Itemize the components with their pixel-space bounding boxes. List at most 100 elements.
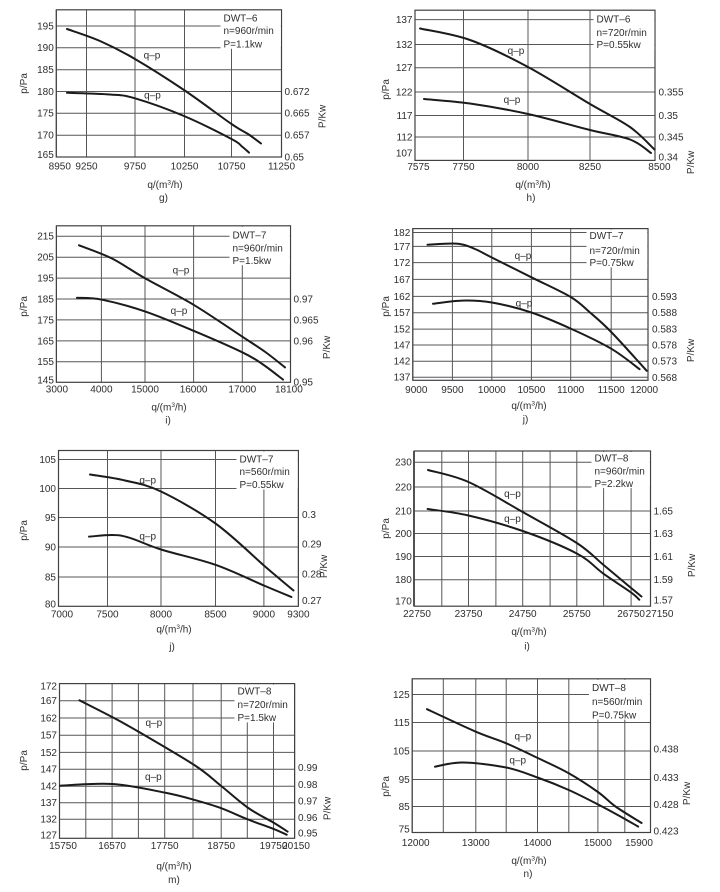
svg-text:DWT–7: DWT–7 bbox=[590, 231, 624, 242]
svg-text:q/(m3/h): q/(m3/h) bbox=[151, 402, 186, 413]
svg-text:137: 137 bbox=[40, 798, 57, 809]
svg-text:0.27: 0.27 bbox=[302, 596, 322, 607]
svg-text:190: 190 bbox=[395, 552, 412, 563]
svg-text:10000: 10000 bbox=[478, 385, 506, 396]
svg-text:0.568: 0.568 bbox=[652, 373, 677, 384]
svg-text:0.593: 0.593 bbox=[652, 292, 677, 303]
svg-text:8000: 8000 bbox=[517, 162, 540, 173]
svg-text:205: 205 bbox=[37, 253, 54, 264]
svg-text:172: 172 bbox=[394, 258, 411, 269]
svg-text:147: 147 bbox=[394, 340, 411, 351]
svg-text:19750: 19750 bbox=[260, 841, 288, 852]
svg-text:q–p: q–p bbox=[145, 718, 162, 729]
svg-text:9000: 9000 bbox=[405, 385, 428, 396]
svg-text:112: 112 bbox=[397, 132, 413, 143]
svg-text:P=1.5kw: P=1.5kw bbox=[233, 256, 272, 267]
svg-text:0.98: 0.98 bbox=[298, 780, 318, 791]
svg-text:0.355: 0.355 bbox=[659, 87, 684, 98]
svg-text:12000: 12000 bbox=[402, 838, 430, 849]
svg-text:115: 115 bbox=[394, 718, 410, 729]
svg-text:147: 147 bbox=[40, 765, 57, 776]
svg-text:j): j) bbox=[522, 414, 529, 425]
svg-text:P=2.2kw: P=2.2kw bbox=[595, 479, 634, 490]
svg-text:n=960r/min: n=960r/min bbox=[233, 243, 283, 254]
svg-text:h): h) bbox=[527, 193, 536, 204]
svg-text:q–p: q–p bbox=[144, 91, 161, 102]
svg-text:0.95: 0.95 bbox=[298, 829, 318, 840]
svg-text:8950: 8950 bbox=[49, 161, 72, 172]
svg-text:DWT–7: DWT–7 bbox=[233, 231, 267, 242]
svg-text:26750: 26750 bbox=[617, 609, 645, 620]
svg-text:p/Pa: p/Pa bbox=[19, 520, 30, 541]
svg-text:0.29: 0.29 bbox=[302, 539, 322, 550]
svg-text:p/Pa: p/Pa bbox=[19, 296, 30, 317]
svg-text:q–p: q–p bbox=[504, 514, 521, 525]
svg-text:0.96: 0.96 bbox=[298, 813, 318, 824]
svg-text:170: 170 bbox=[395, 596, 412, 607]
svg-text:182: 182 bbox=[394, 228, 411, 239]
svg-text:16570: 16570 bbox=[98, 841, 126, 852]
svg-text:P/Kw: P/Kw bbox=[686, 338, 697, 362]
svg-text:9250: 9250 bbox=[75, 161, 98, 172]
svg-text:175: 175 bbox=[37, 315, 54, 326]
svg-text:165: 165 bbox=[37, 336, 54, 347]
svg-text:95: 95 bbox=[45, 513, 57, 524]
svg-text:10250: 10250 bbox=[171, 161, 199, 172]
svg-text:q–p: q–p bbox=[144, 51, 161, 62]
svg-text:P=1.1kw: P=1.1kw bbox=[224, 40, 263, 51]
svg-text:180: 180 bbox=[395, 575, 412, 586]
svg-text:7500: 7500 bbox=[96, 609, 119, 620]
svg-text:105: 105 bbox=[393, 746, 410, 757]
svg-text:22750: 22750 bbox=[403, 609, 431, 620]
svg-text:7000: 7000 bbox=[51, 609, 74, 620]
svg-text:230: 230 bbox=[395, 458, 412, 469]
svg-text:0.345: 0.345 bbox=[659, 132, 684, 143]
svg-text:9500: 9500 bbox=[441, 385, 464, 396]
svg-text:80: 80 bbox=[45, 600, 57, 611]
svg-text:18750: 18750 bbox=[207, 841, 235, 852]
svg-text:0.96: 0.96 bbox=[294, 336, 314, 347]
svg-text:195: 195 bbox=[37, 21, 54, 32]
svg-text:11500: 11500 bbox=[598, 385, 626, 396]
svg-text:8250: 8250 bbox=[579, 162, 602, 173]
svg-text:q–p: q–p bbox=[516, 298, 533, 309]
svg-text:142: 142 bbox=[394, 357, 411, 368]
svg-text:0.438: 0.438 bbox=[654, 744, 679, 755]
svg-text:27150: 27150 bbox=[646, 609, 674, 620]
svg-text:4000: 4000 bbox=[90, 385, 113, 396]
svg-text:P/Kw: P/Kw bbox=[323, 796, 334, 820]
svg-text:n=560r/min: n=560r/min bbox=[240, 467, 290, 478]
svg-text:162: 162 bbox=[394, 292, 411, 303]
svg-text:p/Pa: p/Pa bbox=[381, 79, 392, 100]
svg-text:15000: 15000 bbox=[131, 385, 159, 396]
svg-text:DWT–8: DWT–8 bbox=[595, 454, 629, 465]
svg-text:177: 177 bbox=[394, 242, 411, 253]
svg-text:1.65: 1.65 bbox=[654, 506, 674, 517]
svg-text:8000: 8000 bbox=[150, 609, 173, 620]
svg-text:137: 137 bbox=[394, 373, 411, 384]
svg-text:0.578: 0.578 bbox=[652, 340, 677, 351]
svg-text:P=0.75kw: P=0.75kw bbox=[590, 258, 635, 269]
svg-text:11000: 11000 bbox=[557, 385, 585, 396]
svg-text:8500: 8500 bbox=[648, 162, 671, 173]
svg-text:0.97: 0.97 bbox=[298, 797, 318, 808]
svg-text:195: 195 bbox=[37, 274, 54, 285]
svg-text:n=720r/min: n=720r/min bbox=[238, 700, 288, 711]
svg-text:q/(m3/h): q/(m3/h) bbox=[511, 401, 546, 412]
svg-text:i): i) bbox=[165, 415, 171, 426]
svg-text:170: 170 bbox=[37, 131, 54, 142]
svg-text:157: 157 bbox=[40, 731, 57, 742]
svg-text:0.99: 0.99 bbox=[298, 763, 318, 774]
svg-text:1.57: 1.57 bbox=[654, 595, 674, 606]
svg-text:i): i) bbox=[524, 641, 530, 652]
svg-text:j): j) bbox=[168, 642, 175, 653]
svg-text:0.573: 0.573 bbox=[652, 357, 677, 368]
svg-text:7575: 7575 bbox=[407, 162, 430, 173]
svg-text:q–p: q–p bbox=[171, 306, 188, 317]
svg-text:132: 132 bbox=[396, 40, 413, 51]
svg-text:24750: 24750 bbox=[509, 609, 537, 620]
svg-text:0.97: 0.97 bbox=[294, 294, 314, 305]
svg-text:p/Pa: p/Pa bbox=[19, 73, 30, 94]
svg-text:107: 107 bbox=[396, 148, 413, 159]
svg-text:165: 165 bbox=[37, 150, 54, 161]
